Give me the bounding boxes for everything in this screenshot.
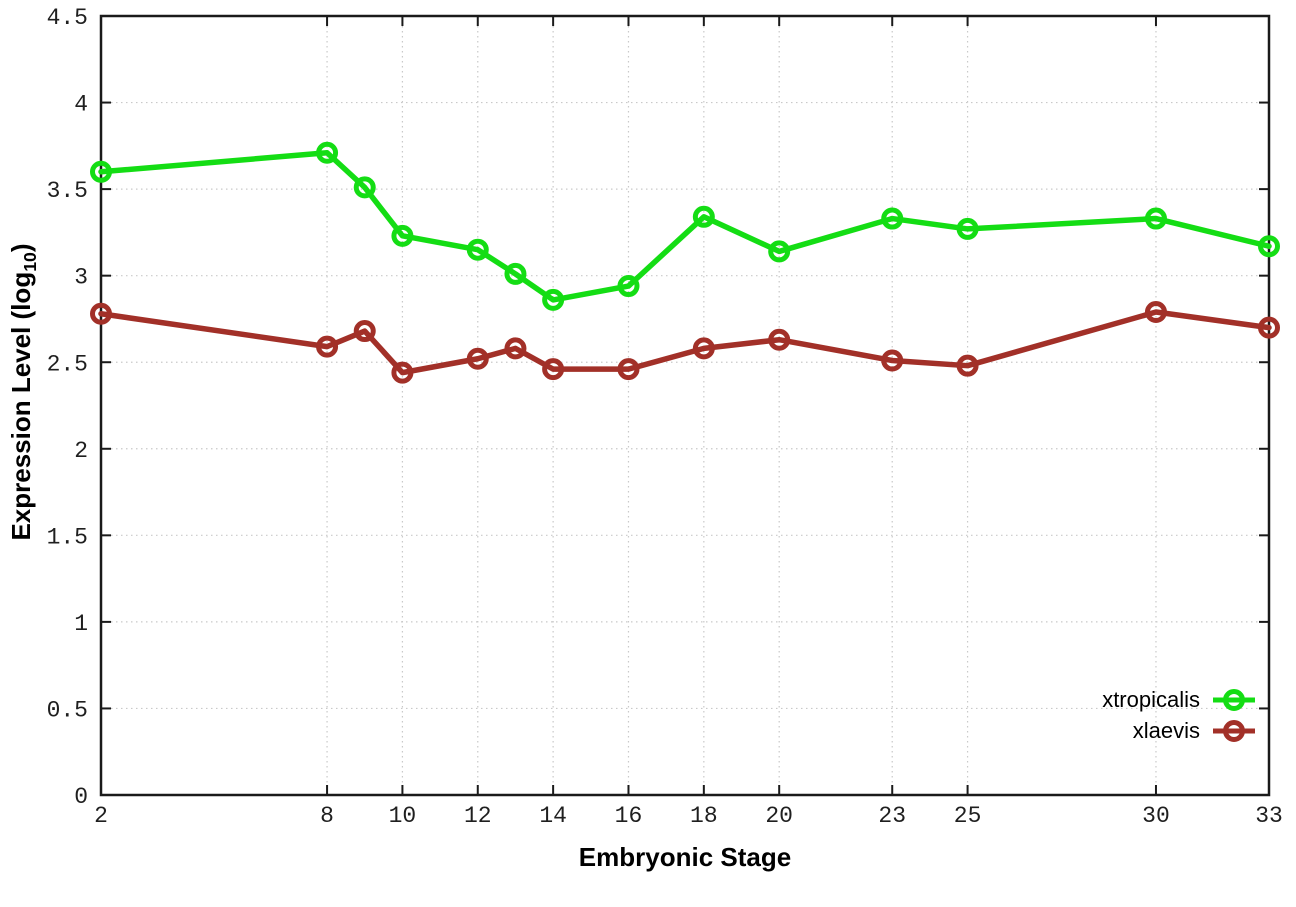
- x-tick-label: 23: [878, 803, 906, 829]
- data-point-xtropicalis-8: [316, 141, 339, 164]
- x-tick-label: 2: [94, 803, 108, 829]
- data-point-xlaevis-14: [542, 358, 565, 381]
- data-point-xtropicalis-10: [391, 224, 414, 247]
- data-point-xlaevis-20: [768, 328, 791, 351]
- legend-label-xtropicalis: xtropicalis: [1102, 686, 1200, 712]
- x-tick-label: 16: [615, 803, 643, 829]
- data-point-xlaevis-10: [391, 361, 414, 384]
- y-tick-label: 3.5: [47, 178, 88, 204]
- data-point-xlaevis-16: [617, 358, 640, 381]
- data-point-xlaevis-23: [881, 349, 904, 372]
- y-axis-title-subscript: 10: [20, 252, 41, 272]
- data-point-xlaevis-12: [466, 347, 489, 370]
- data-point-xlaevis-9: [353, 320, 376, 343]
- data-point-xlaevis-13: [504, 337, 527, 360]
- data-point-xtropicalis-20: [768, 240, 791, 263]
- plot-border: [99, 14, 1271, 797]
- x-tick-label: 8: [320, 803, 334, 829]
- data-point-xtropicalis-2: [90, 160, 112, 183]
- y-tick-label: 2: [74, 438, 88, 464]
- data-point-xlaevis-2: [90, 302, 112, 325]
- data-point-xtropicalis-13: [504, 262, 527, 285]
- data-point-xtropicalis-18: [692, 205, 715, 228]
- data-point-xtropicalis-12: [466, 238, 489, 261]
- data-point-xlaevis-25: [956, 354, 979, 377]
- data-point-xtropicalis-9: [353, 176, 376, 199]
- series-line-xtropicalis: [98, 150, 1272, 303]
- data-point-xtropicalis-33: [1258, 235, 1280, 258]
- data-point-xtropicalis-25: [956, 217, 979, 240]
- data-point-xlaevis-30: [1144, 301, 1167, 324]
- x-tick-label: 18: [690, 803, 718, 829]
- legend-marker-xlaevis: [1213, 719, 1255, 742]
- y-tick-label: 4: [74, 92, 88, 118]
- x-tick-label: 10: [389, 803, 417, 829]
- x-tick-label: 25: [954, 803, 982, 829]
- y-axis-title: Expression Level (log10): [6, 243, 41, 540]
- x-tick-label: 20: [765, 803, 793, 829]
- data-point-xlaevis-33: [1258, 316, 1280, 339]
- x-tick-label: 14: [539, 803, 567, 829]
- y-tick-label: 0: [74, 784, 88, 810]
- legend-marker-xtropicalis: [1213, 688, 1255, 711]
- legend: xtropicalis xlaevis: [1102, 684, 1256, 746]
- legend-item-xlaevis: xlaevis: [1102, 715, 1256, 746]
- y-tick-label: 3: [74, 265, 88, 291]
- legend-item-xtropicalis: xtropicalis: [1102, 684, 1256, 715]
- data-point-xtropicalis-30: [1144, 207, 1167, 230]
- data-point-xlaevis-8: [316, 335, 339, 358]
- series-line-xlaevis: [98, 309, 1272, 376]
- legend-label-xlaevis: xlaevis: [1132, 717, 1200, 743]
- data-point-xlaevis-18: [692, 337, 715, 360]
- y-tick-label: 4.5: [47, 5, 88, 31]
- data-point-xtropicalis-23: [881, 207, 904, 230]
- data-point-xtropicalis-16: [617, 275, 640, 298]
- x-tick-label: 30: [1142, 803, 1170, 829]
- x-tick-label: 12: [464, 803, 492, 829]
- data-point-xtropicalis-14: [542, 288, 565, 311]
- y-axis-title-prefix: Expression Level (log: [6, 271, 36, 541]
- y-tick-label: 0.5: [47, 697, 88, 723]
- x-tick-label: 33: [1255, 803, 1283, 829]
- y-tick-label: 1.5: [47, 524, 88, 550]
- y-tick-label: 2.5: [47, 351, 88, 377]
- x-axis-title: Embryonic Stage: [578, 842, 792, 872]
- y-axis-title-suffix: ): [6, 243, 36, 253]
- y-tick-label: 1: [74, 611, 88, 637]
